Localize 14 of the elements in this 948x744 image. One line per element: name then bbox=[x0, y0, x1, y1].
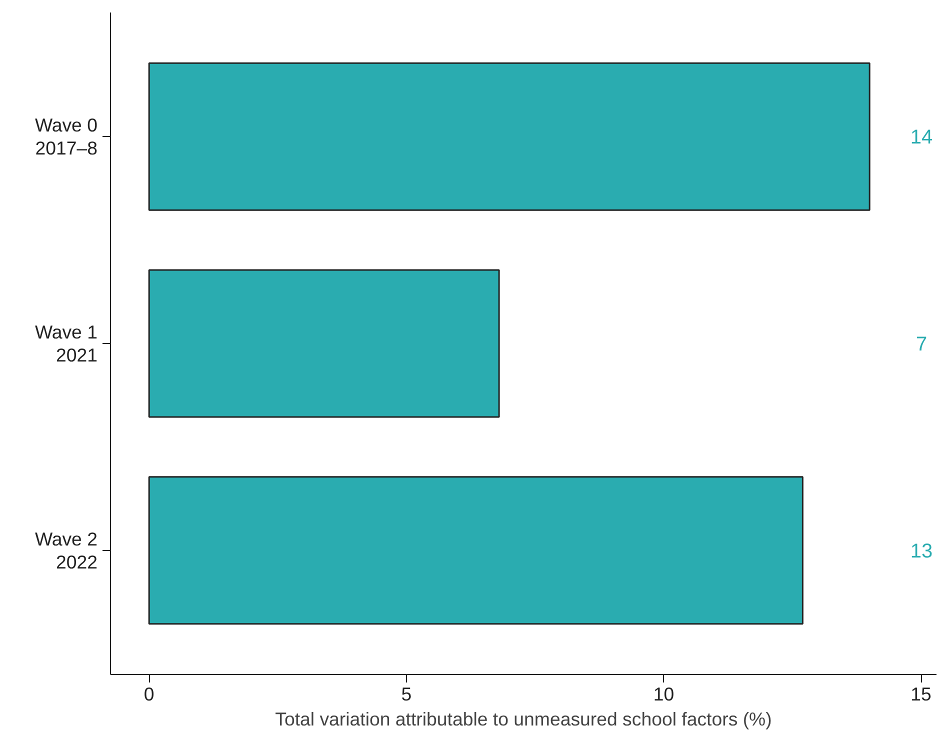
bar bbox=[148, 476, 804, 625]
data-label: 7 bbox=[916, 334, 928, 356]
x-tick-label: 0 bbox=[144, 684, 154, 704]
x-tick-label: 5 bbox=[401, 684, 412, 704]
data-label: 13 bbox=[910, 540, 933, 562]
x-axis-title: Total variation attributable to unmeasured school factors (%) bbox=[275, 708, 772, 730]
x-tick-label: 10 bbox=[653, 684, 674, 704]
x-tick-label: 15 bbox=[910, 684, 932, 704]
bar bbox=[148, 269, 500, 418]
data-label: 14 bbox=[910, 126, 933, 149]
y-tick-label: Wave 1 2021 bbox=[34, 321, 98, 366]
y-tick-label: Wave 2 2022 bbox=[34, 528, 98, 572]
bar bbox=[148, 62, 870, 211]
y-tick-label: Wave 0 2017–8 bbox=[34, 114, 98, 159]
